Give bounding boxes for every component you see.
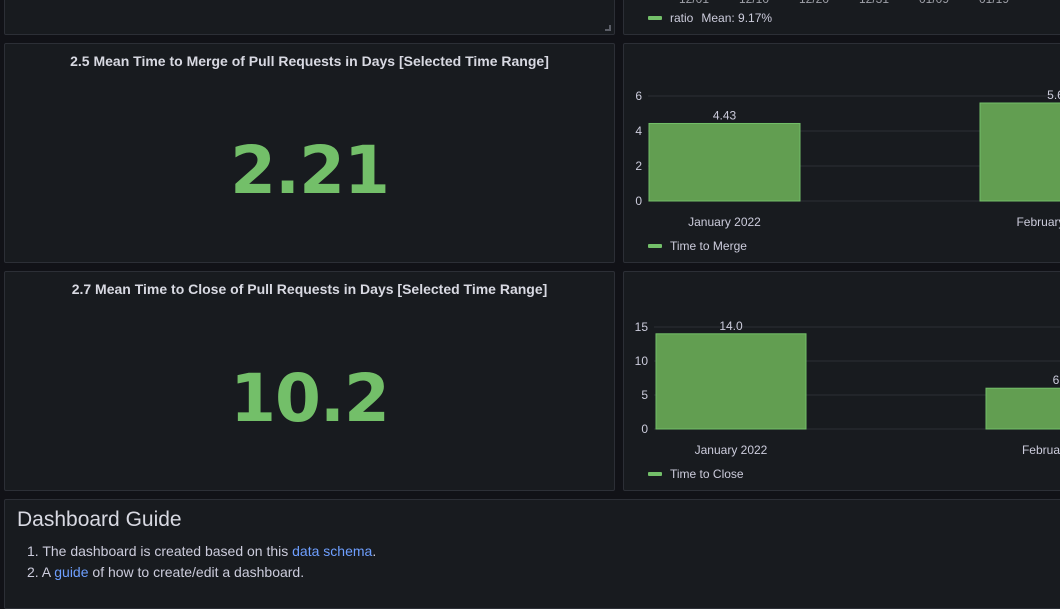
svg-text:01/19: 01/19 <box>979 0 1009 5</box>
close-bar-chart: 0 5 10 15 14.0 January 2022 6.0 February 2022 <box>635 319 1060 457</box>
svg-text:12/01: 12/01 <box>679 0 709 5</box>
close-stat-panel: 2.7 Mean Time to Close of Pull Requests … <box>4 271 615 491</box>
svg-text:01/09: 01/09 <box>919 0 949 5</box>
top-left-panel <box>4 0 615 35</box>
guide-title: Dashboard Guide <box>17 508 182 531</box>
legend-swatch <box>648 244 662 248</box>
legend-series-name: Time to Merge <box>670 239 747 253</box>
guide-link[interactable]: guide <box>54 564 89 580</box>
y-tick-label: 10 <box>635 354 649 368</box>
merge-stat-panel: 2.5 Mean Time to Merge of Pull Requests … <box>4 43 615 263</box>
x-category-label: January 2022 <box>695 443 768 457</box>
stat-value: 10.2 <box>230 360 390 437</box>
resize-handle[interactable] <box>605 25 611 31</box>
bar <box>655 333 807 430</box>
bar <box>648 122 801 202</box>
close-bar-chart-panel: 0 5 10 15 14.0 January 2022 6.0 February 2022 T… <box>623 271 1060 491</box>
stat-value: 2.21 <box>230 132 390 209</box>
data-schema-link[interactable]: data schema <box>292 543 373 559</box>
legend-mean: Mean: 9.17% <box>701 11 773 25</box>
x-category-label: February 2022 <box>1016 215 1060 229</box>
x-category-label: February 2022 <box>1022 443 1060 457</box>
bar-value-label: 5.6 <box>1047 88 1060 102</box>
legend-series-name: Time to Close <box>670 467 744 481</box>
ratio-legend[interactable]: ratio Mean: 9.17% <box>648 11 772 25</box>
dashboard-guide-panel: Dashboard Guide 1. The dashboard is crea… <box>4 499 1060 609</box>
guide-item-guide: 2. A guide of how to create/edit a dashb… <box>27 562 376 583</box>
guide-item-schema: 1. The dashboard is created based on thi… <box>27 541 376 562</box>
guide-item-text: . <box>372 543 377 559</box>
legend-series-name: ratio <box>670 11 694 25</box>
svg-text:12/20: 12/20 <box>799 0 829 5</box>
bar <box>979 102 1060 202</box>
merge-bar-chart: 0 2 4 6 4.43 January 2022 5.6 February 2022 <box>635 88 1060 229</box>
svg-text:12/31: 12/31 <box>859 0 889 5</box>
panel-title[interactable]: 2.5 Mean Time to Merge of Pull Requests … <box>70 53 549 69</box>
legend-swatch <box>648 16 662 20</box>
bar-value-label: 4.43 <box>713 108 737 122</box>
y-tick-label: 2 <box>635 159 642 173</box>
legend-swatch <box>648 472 662 476</box>
guide-item-text: 2. A <box>27 564 55 580</box>
bar <box>985 387 1060 430</box>
y-tick-label: 0 <box>635 194 642 208</box>
guide-item-text: of how to create/edit a dashboard. <box>88 564 305 580</box>
top-axis-fragment: 12/01 12/10 12/20 12/31 01/09 01/19 <box>679 0 1009 5</box>
guide-list: 1. The dashboard is created based on thi… <box>27 541 376 583</box>
panel-title[interactable]: 2.7 Mean Time to Close of Pull Requests … <box>71 281 548 297</box>
bar-value-label: 6.0 <box>1053 373 1060 387</box>
close-legend[interactable]: Time to Close <box>648 467 744 481</box>
y-tick-label: 5 <box>641 388 648 402</box>
top-right-panel: 12/01 12/10 12/20 12/31 01/09 01/19 ratio M… <box>623 0 1060 35</box>
merge-bar-chart-panel: 0 2 4 6 4.43 January 2022 5.6 February 2022 Tim… <box>623 43 1060 263</box>
x-category-label: January 2022 <box>688 215 761 229</box>
bar-value-label: 14.0 <box>719 319 743 333</box>
svg-text:12/10: 12/10 <box>739 0 769 5</box>
y-tick-label: 15 <box>635 320 649 334</box>
y-tick-label: 6 <box>635 89 642 103</box>
y-tick-label: 0 <box>641 422 648 436</box>
y-tick-label: 4 <box>635 124 642 138</box>
guide-item-text: 1. The dashboard is created based on thi… <box>27 543 293 559</box>
merge-legend[interactable]: Time to Merge <box>648 239 747 253</box>
